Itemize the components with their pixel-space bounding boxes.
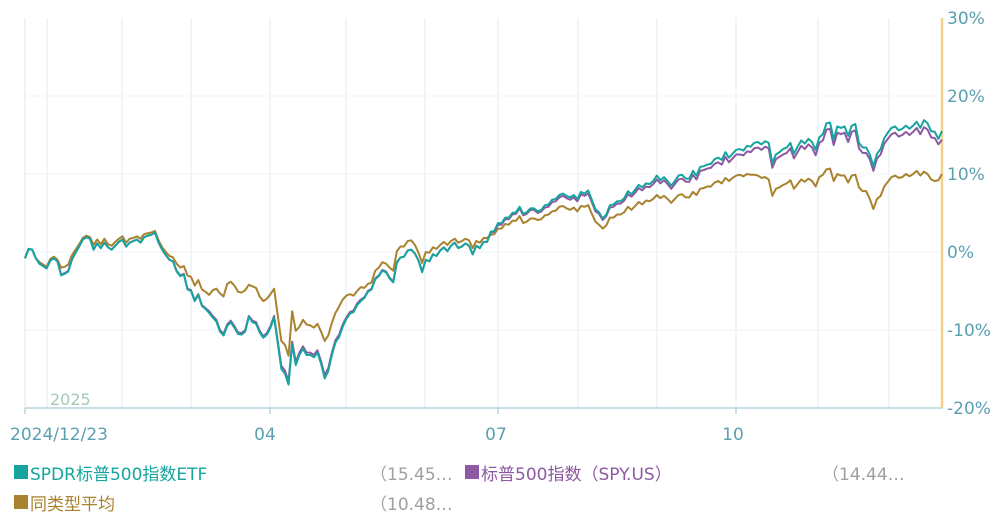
legend-return-sp500-index: （14.44… [822, 464, 905, 485]
legend-label-peer-average: 同类型平均 [30, 494, 115, 515]
horizontal-grid [25, 95, 942, 331]
legend-item-sp500-index[interactable]: 标普500指数（SPY.US） （14.44… [465, 458, 955, 486]
y-tick-label: 10% [947, 165, 985, 185]
y-tick-label: -10% [947, 321, 991, 341]
vertical-grid [46, 18, 890, 408]
series-line-sp500_index [24, 126, 943, 383]
legend-label-sp500-index: 标普500指数（SPY.US） [481, 464, 672, 485]
legend-return-spdr-etf: （15.45… [370, 464, 453, 485]
y-tick-label: 20% [947, 87, 985, 107]
x-tick-marks [24, 408, 737, 414]
y-tick-label: 30% [947, 9, 985, 29]
legend-return-peer-average: （10.48… [370, 494, 453, 515]
x-axis-labels: 2024/12/23 04 07 10 [10, 425, 744, 445]
year-marker-label: 2025 [50, 390, 91, 409]
y-axis-labels: 30% 20% 10% 0% -10% -20% [947, 9, 991, 419]
legend-item-peer-average[interactable]: 同类型平均 （10.48… [14, 488, 464, 516]
legend-item-spdr-etf[interactable]: SPDR标普500指数ETF （15.45… [14, 458, 464, 486]
x-tick-label: 04 [254, 425, 276, 445]
x-tick-label: 10 [722, 425, 744, 445]
x-tick-label: 07 [485, 425, 507, 445]
y-tick-label: 0% [947, 243, 974, 263]
legend-label-spdr-etf: SPDR标普500指数ETF [30, 464, 208, 485]
series-line-peer_average [24, 167, 943, 357]
legend-swatch-spdr-etf [14, 465, 28, 479]
legend-swatch-peer-average [14, 495, 28, 509]
x-tick-label: 2024/12/23 [10, 425, 108, 445]
series-line-spy_etf [24, 119, 943, 386]
series-lines [24, 119, 943, 386]
y-tick-label: -20% [947, 399, 991, 419]
legend-swatch-sp500-index [465, 465, 479, 479]
